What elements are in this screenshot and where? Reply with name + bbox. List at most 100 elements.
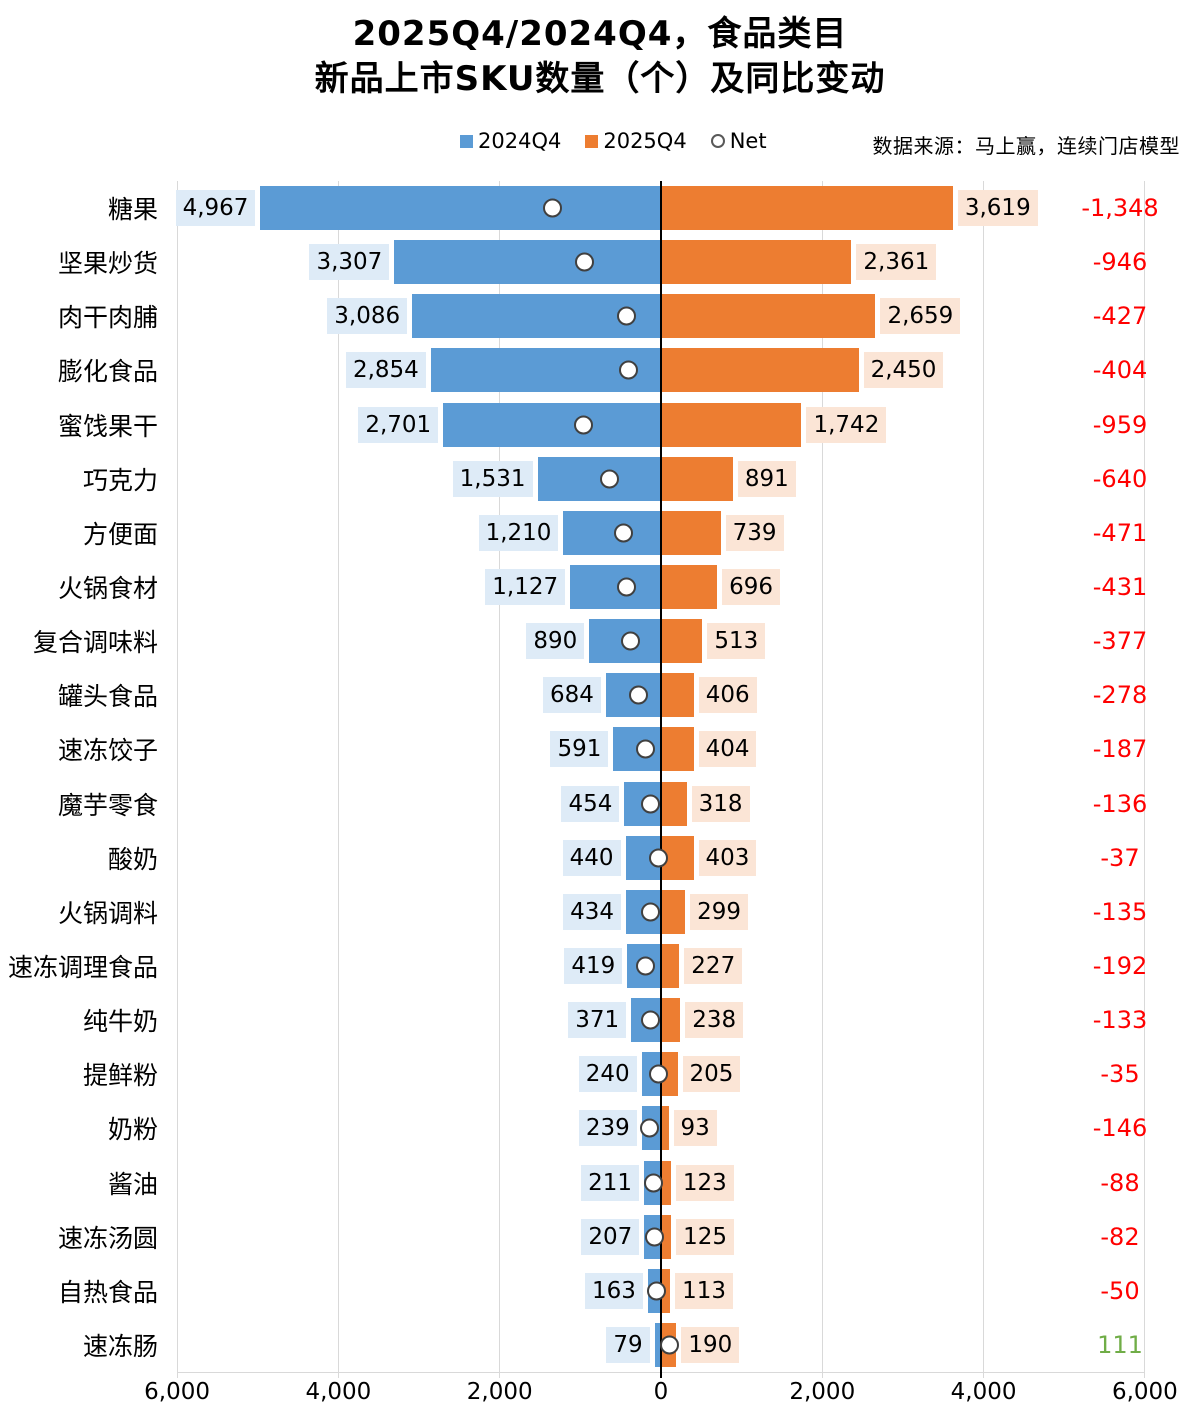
value-label-2024q4: 163	[584, 1272, 643, 1309]
value-label-2024q4: 371	[568, 1002, 627, 1039]
value-label-2025q4: 1,742	[806, 406, 887, 443]
axis-tick-label: 0	[653, 1379, 669, 1405]
series-swatch-icon	[460, 134, 473, 148]
net-marker	[640, 902, 660, 922]
axis-tick-label: 6,000	[1111, 1379, 1178, 1405]
category-label: 复合调味料	[32, 628, 158, 658]
value-label-2024q4: 79	[606, 1327, 650, 1364]
value-label-2025q4: 2,659	[880, 298, 961, 335]
category-label: 奶粉	[107, 1115, 158, 1145]
legend-label: Net	[729, 129, 767, 153]
value-label-2024q4: 1,210	[478, 514, 559, 551]
net-value: 111	[1097, 1331, 1143, 1360]
bar-2025q4	[661, 619, 703, 664]
category-label: 巧克力	[82, 465, 158, 495]
category-label: 罐头食品	[57, 682, 158, 712]
axis-tick-label: 6,000	[144, 1379, 211, 1405]
value-label-2024q4: 239	[578, 1110, 637, 1147]
chart-row: 坚果炒货 3,307 2,361 -946	[0, 235, 1200, 289]
value-label-2025q4: 513	[707, 623, 766, 660]
bar-2025q4	[661, 240, 852, 285]
category-label: 方便面	[82, 519, 158, 549]
net-value: -192	[1092, 952, 1148, 981]
legend-item-2025q4: 2025Q4	[585, 129, 687, 153]
chart-row: 火锅调料 434 299 -135	[0, 885, 1200, 939]
chart-title-line2: 新品上市SKU数量（个）及同比变动	[314, 59, 886, 99]
category-label: 提鲜粉	[82, 1061, 158, 1091]
value-label-2024q4: 4,967	[175, 190, 256, 227]
legend-label: 2025Q4	[603, 129, 687, 153]
chart-row: 奶粉 239 93 -146	[0, 1101, 1200, 1155]
chart-row: 速冻肠 79 190 111	[0, 1318, 1200, 1372]
net-marker	[640, 794, 660, 814]
chart-row: 罐头食品 684 406 -278	[0, 668, 1200, 722]
value-label-2024q4: 1,127	[485, 569, 566, 606]
category-label: 肉干肉脯	[57, 303, 158, 333]
chart-row: 速冻饺子 591 404 -187	[0, 722, 1200, 776]
bar-2025q4	[661, 1052, 678, 1097]
bar-2024q4	[443, 402, 661, 447]
value-label-2025q4: 2,450	[863, 352, 944, 389]
value-label-2024q4: 2,854	[345, 352, 426, 389]
net-marker	[613, 523, 633, 543]
chart-row: 酱油 211 123 -88	[0, 1156, 1200, 1210]
net-value: -640	[1092, 464, 1148, 493]
legend-item-2024q4: 2024Q4	[460, 129, 561, 153]
value-label-2024q4: 240	[578, 1056, 637, 1093]
gridline	[337, 181, 339, 1378]
net-value: -133	[1092, 1006, 1148, 1035]
chart-row: 提鲜粉 240 205 -35	[0, 1047, 1200, 1101]
chart-row: 糖果 4,967 3,619 -1,348	[0, 181, 1200, 235]
net-marker	[574, 415, 594, 435]
net-marker	[640, 1010, 660, 1030]
category-label: 速冻饺子	[57, 736, 158, 766]
chart-row: 火锅食材 1,127 696 -431	[0, 560, 1200, 614]
bar-2025q4	[661, 1160, 671, 1205]
net-value: -1,348	[1081, 194, 1159, 223]
value-label-2025q4: 3,619	[957, 190, 1038, 227]
net-marker	[639, 1118, 659, 1138]
bar-2024q4	[563, 510, 661, 555]
value-label-2025q4: 2,361	[856, 244, 937, 281]
net-marker	[617, 306, 637, 326]
value-label-2025q4: 190	[681, 1327, 740, 1364]
bar-2025q4	[661, 673, 694, 718]
category-label: 酸奶	[107, 844, 158, 874]
net-circle-icon	[710, 134, 725, 148]
net-marker	[616, 577, 636, 597]
value-label-2025q4: 739	[725, 514, 784, 551]
category-label: 蜜饯果干	[57, 411, 158, 441]
category-label: 糖果	[107, 195, 158, 225]
zero-axis-line	[660, 181, 662, 1378]
net-value: -146	[1092, 1114, 1148, 1143]
net-marker	[648, 848, 668, 868]
net-marker	[542, 198, 562, 218]
category-label: 纯牛奶	[82, 1007, 158, 1037]
value-label-2024q4: 207	[581, 1218, 640, 1255]
net-marker	[599, 469, 619, 489]
value-label-2024q4: 440	[562, 839, 621, 876]
net-value: -187	[1092, 735, 1148, 764]
bar-2025q4	[661, 998, 681, 1043]
category-label: 膨化食品	[57, 357, 158, 387]
value-label-2025q4: 238	[685, 1002, 744, 1039]
value-label-2025q4: 113	[675, 1272, 734, 1309]
net-value: -377	[1092, 627, 1148, 656]
chart-row: 酸奶 440 403 -37	[0, 831, 1200, 885]
net-marker	[660, 1335, 680, 1355]
value-label-2025q4: 403	[698, 839, 757, 876]
category-label: 坚果炒货	[57, 249, 158, 279]
net-marker	[648, 1064, 668, 1084]
value-label-2024q4: 890	[526, 623, 585, 660]
value-label-2025q4: 404	[698, 731, 757, 768]
chart-row: 魔芋零食 454 318 -136	[0, 777, 1200, 831]
bar-2025q4	[661, 781, 687, 826]
gridline	[821, 181, 823, 1378]
bar-2025q4	[661, 510, 721, 555]
category-label: 速冻肠	[82, 1332, 158, 1362]
net-value: -50	[1100, 1276, 1140, 1305]
bar-2025q4	[661, 1106, 669, 1151]
bar-2024q4	[260, 186, 661, 231]
chart-row: 蜜饯果干 2,701 1,742 -959	[0, 398, 1200, 452]
value-label-2024q4: 684	[542, 677, 601, 714]
